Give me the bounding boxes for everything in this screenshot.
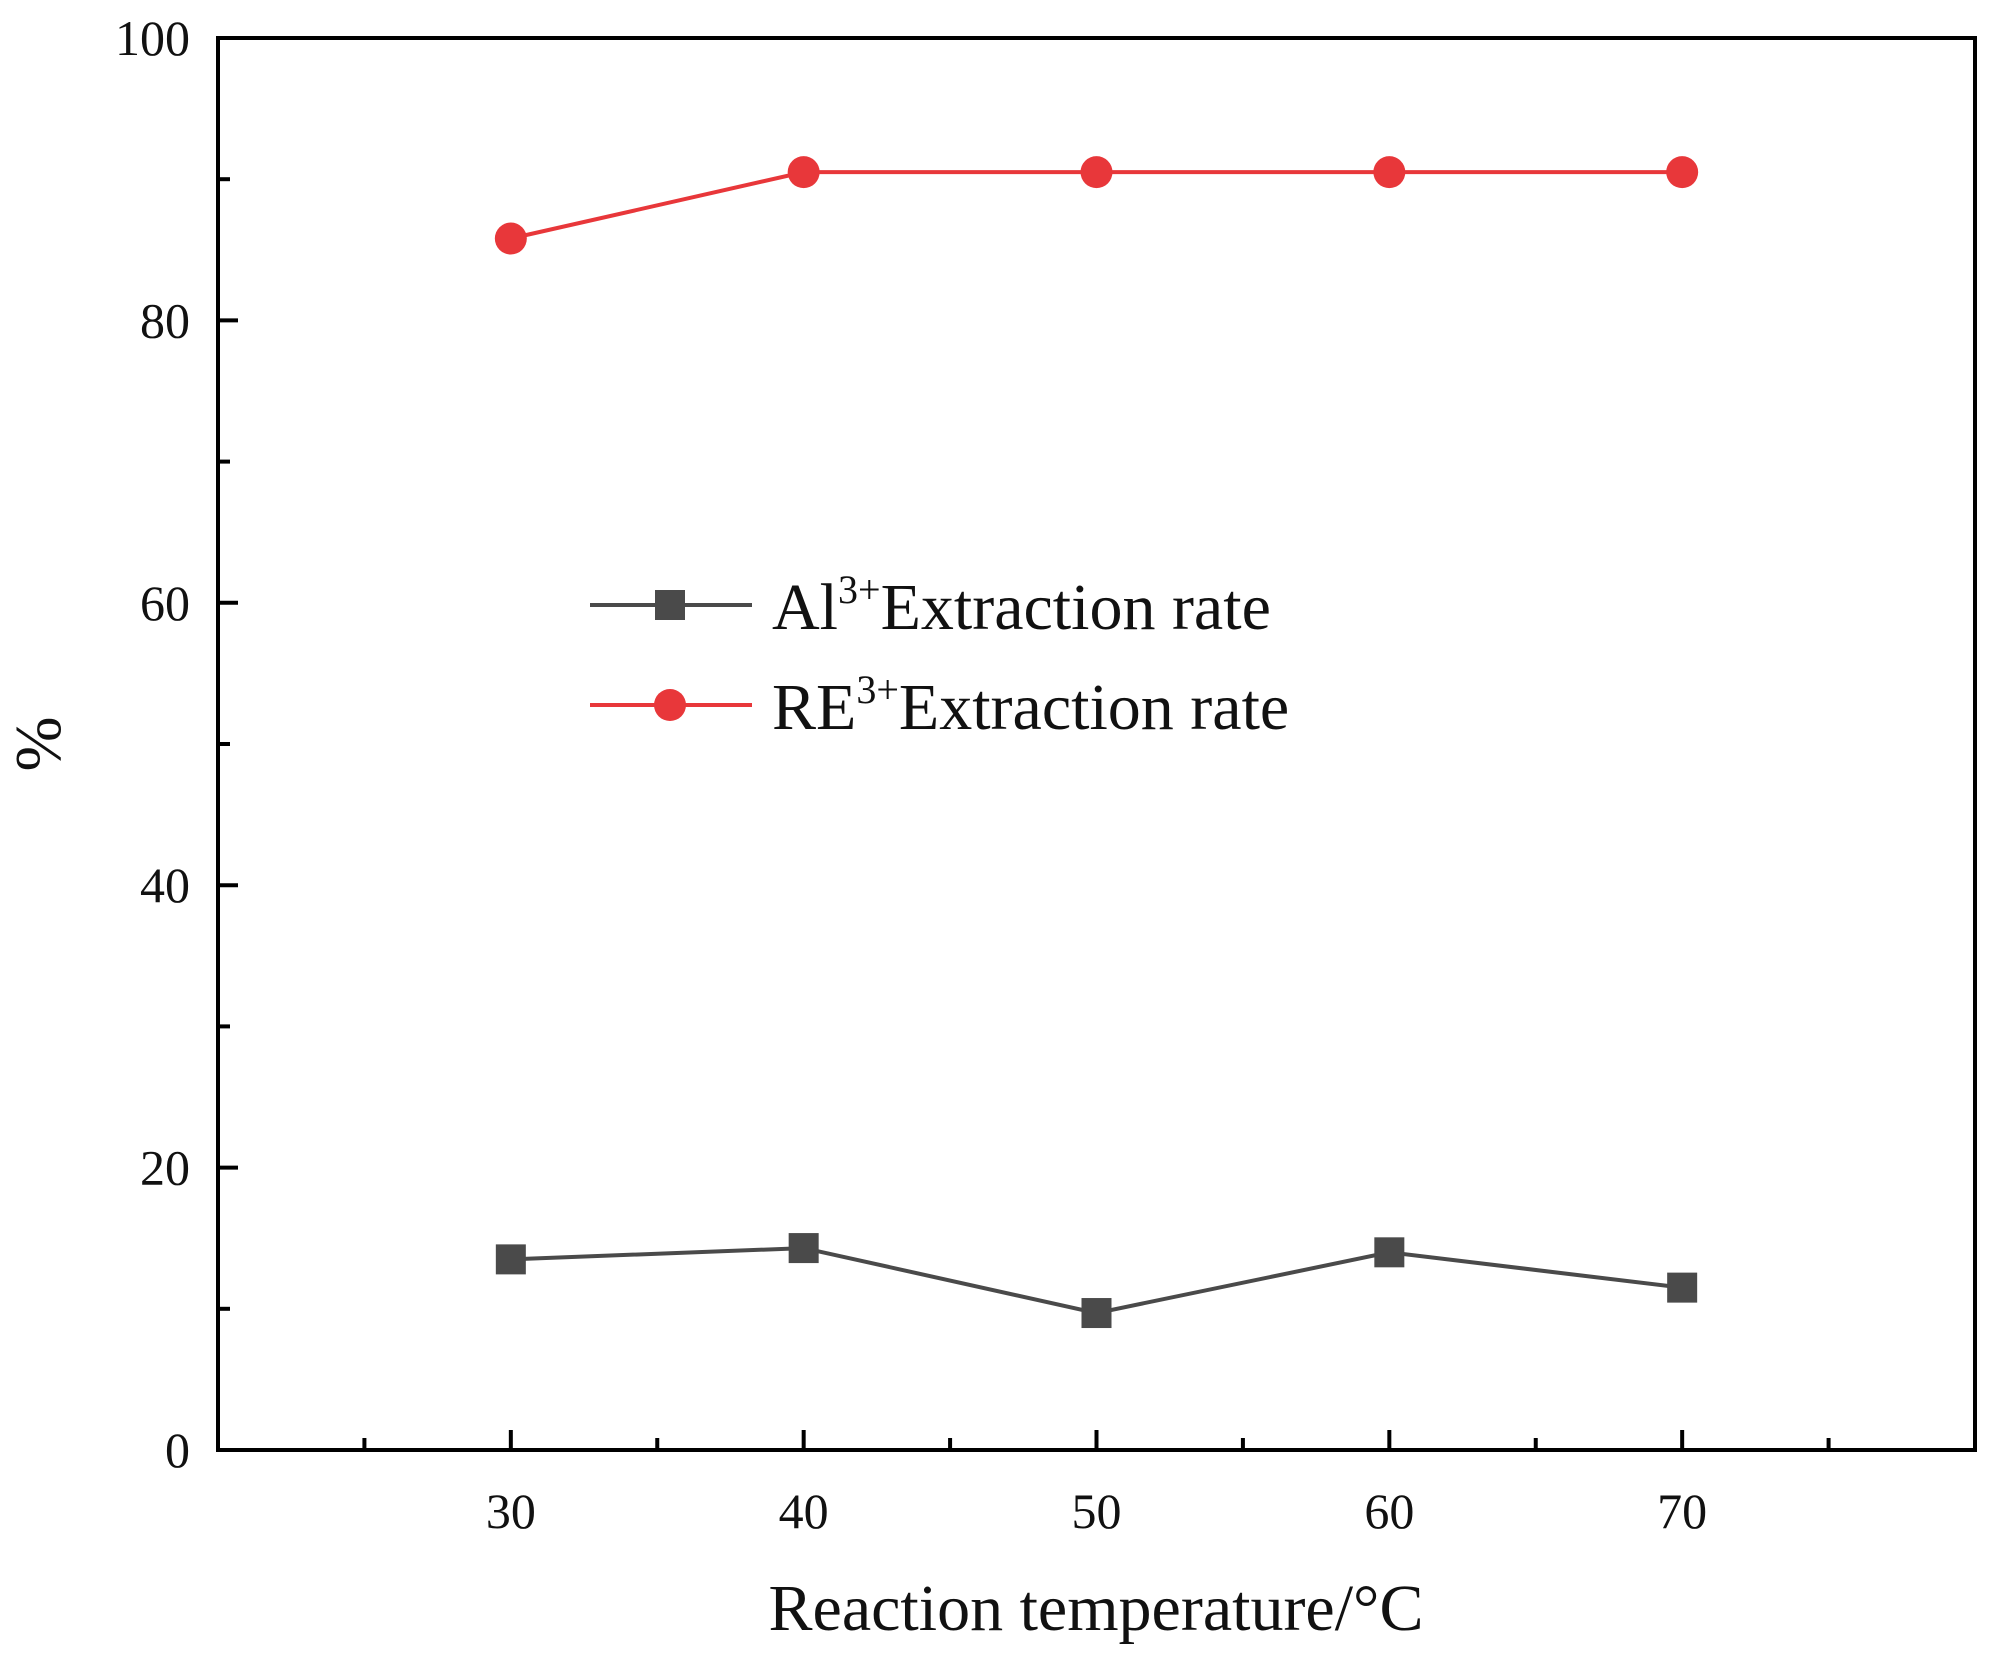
data-point-circle [1373, 156, 1406, 189]
plot-frame [216, 36, 1977, 1452]
legend-item: Al3+Extraction rate [590, 567, 1271, 644]
x-tick-label: 40 [779, 1483, 829, 1539]
legend-item: RE3+Extraction rate [590, 667, 1289, 744]
y-axis-ticks: 0 20 40 60 80 100 [115, 10, 238, 1478]
data-point-square [788, 1233, 819, 1264]
data-point-circle [1666, 156, 1699, 189]
series-layer [494, 156, 1699, 1329]
series-re [494, 156, 1699, 255]
series-al [495, 1233, 1698, 1329]
y-tick-label: 40 [140, 857, 190, 913]
legend-marker-circle [654, 689, 686, 721]
x-tick-label: 60 [1364, 1483, 1414, 1539]
y-tick-label: 60 [140, 575, 190, 631]
x-tick-label: 50 [1072, 1483, 1122, 1539]
legend-label: RE3+Extraction rate [772, 667, 1289, 744]
legend-marker-square [655, 590, 685, 620]
data-point-circle [1080, 156, 1113, 189]
y-axis-title: % [2, 717, 75, 772]
legend-label: Al3+Extraction rate [772, 567, 1271, 644]
data-point-square [1374, 1237, 1405, 1268]
y-tick-label: 100 [115, 10, 190, 66]
data-point-square [495, 1244, 526, 1275]
y-tick-label: 0 [165, 1422, 190, 1478]
y-tick-label: 80 [140, 292, 190, 348]
data-point-circle [494, 222, 527, 255]
x-axis-ticks: 30 40 50 60 70 [362, 1430, 1831, 1539]
data-point-circle [787, 156, 820, 189]
x-tick-label: 30 [486, 1483, 536, 1539]
data-point-square [1667, 1272, 1698, 1303]
legend: Al3+Extraction rate RE3+Extraction rate [590, 567, 1289, 744]
data-point-square [1081, 1298, 1112, 1329]
x-axis-title: Reaction temperature/°C [769, 1572, 1424, 1645]
y-tick-label: 20 [140, 1140, 190, 1196]
x-tick-label: 70 [1657, 1483, 1707, 1539]
